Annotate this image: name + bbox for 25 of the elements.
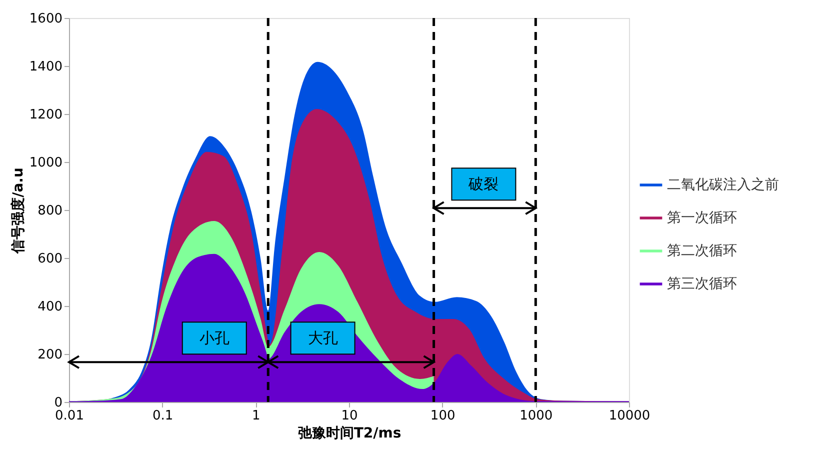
legend-label: 第二次循环 — [667, 243, 737, 259]
annotation: 大孔 — [308, 329, 338, 348]
x-tick-label: 100 — [430, 408, 456, 424]
y-tick-label: 1000 — [29, 156, 62, 170]
y-tick-label: 1400 — [29, 60, 62, 74]
x-tick-label: 10000 — [608, 408, 650, 424]
y-axis-title: 信号强度/a.u — [9, 168, 26, 254]
y-tick-label: 200 — [38, 348, 62, 362]
annotation: 小孔 — [199, 329, 230, 348]
y-tick-label: 600 — [38, 252, 62, 266]
y-tick-label: 1600 — [29, 12, 62, 26]
y-tick-label: 1200 — [29, 108, 62, 122]
x-tick-label: 0.1 — [152, 408, 174, 424]
legend-label: 二氧化碳注入之前 — [667, 177, 779, 193]
x-tick-label: 1000 — [520, 408, 553, 424]
x-tick-label: 0.01 — [55, 408, 84, 424]
x-tick-label: 1 — [252, 408, 260, 424]
y-tick-label: 800 — [38, 204, 62, 218]
x-tick-label: 10 — [341, 408, 358, 424]
x-axis-title: 弛豫时间T2/ms — [298, 426, 402, 442]
legend-label: 第一次循环 — [667, 210, 737, 226]
y-tick-label: 0 — [54, 396, 62, 410]
y-tick-label: 400 — [38, 300, 62, 314]
legend-label: 第三次循环 — [667, 276, 737, 292]
annotation: 破裂 — [468, 175, 499, 194]
